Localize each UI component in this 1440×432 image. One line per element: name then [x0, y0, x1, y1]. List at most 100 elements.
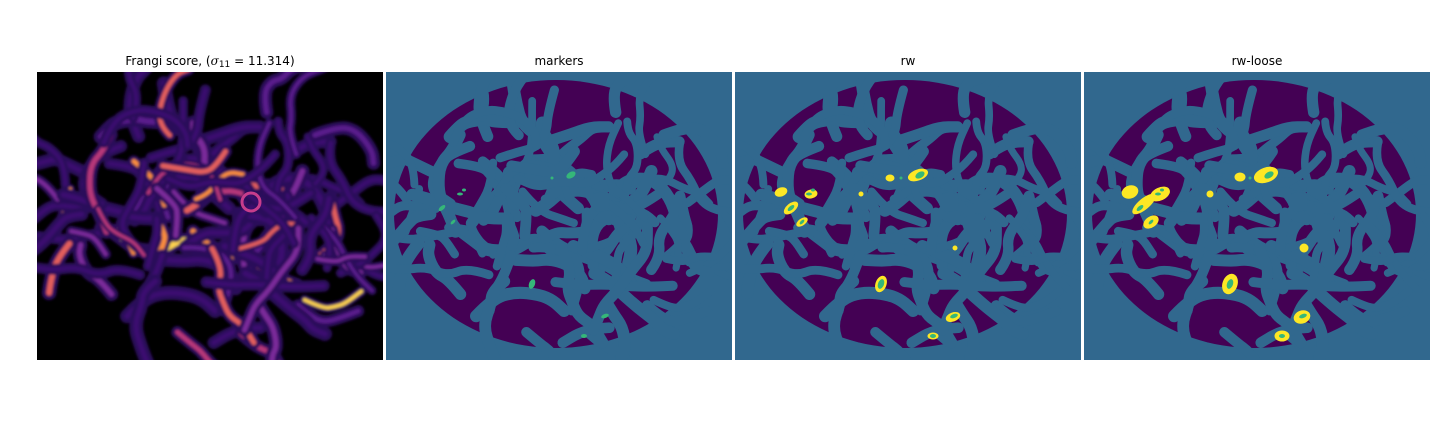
vessel-gap	[603, 119, 649, 222]
vessel-gap	[448, 105, 541, 151]
vessel-gap	[608, 72, 649, 118]
ring-hole	[939, 192, 959, 212]
marker-region	[438, 205, 446, 211]
vessel-gap	[406, 188, 514, 225]
ring-hole	[1288, 192, 1308, 212]
marker-region	[1155, 192, 1161, 196]
rw-image-panel	[735, 72, 1081, 360]
vessel-gap	[386, 208, 437, 255]
vessel-gap	[1204, 145, 1278, 178]
vessel-gap	[1360, 252, 1417, 266]
vessel-core	[272, 119, 291, 209]
marker-region	[1160, 188, 1164, 192]
vessel-gap	[1084, 208, 1135, 255]
vessel-gap	[952, 119, 998, 222]
vessel-core	[171, 189, 227, 225]
vessel-gap	[506, 145, 580, 178]
vessel-core	[246, 192, 296, 246]
vessel-gap	[479, 275, 511, 360]
vessel-gap	[797, 105, 890, 151]
vessel-gap	[1333, 72, 1372, 159]
vessel-gap	[1084, 174, 1110, 204]
vessel-core	[256, 121, 298, 220]
vessel-gap	[1309, 191, 1343, 286]
vessel-gap	[619, 117, 642, 211]
segmented-region	[952, 245, 958, 251]
vessel-gap	[641, 300, 713, 327]
vessel-gap	[735, 136, 768, 189]
panel-title-markers: markers	[534, 54, 584, 68]
segmented-region	[1121, 185, 1139, 199]
vessel-gap	[500, 182, 532, 241]
rw-loose-image	[1084, 72, 1430, 360]
vessel-core	[328, 141, 383, 214]
panel-title-rw-loose: rw-loose	[1231, 54, 1283, 68]
segmented-region	[1234, 172, 1246, 182]
vessel-core	[166, 152, 277, 188]
vessel-gap	[755, 188, 863, 225]
vessel-gap	[735, 174, 761, 204]
vessel-core	[133, 278, 158, 360]
rw-image	[735, 72, 1081, 360]
vessel-core	[312, 125, 377, 166]
marker-region	[1264, 171, 1274, 179]
vessel-gap	[649, 287, 715, 312]
segmented-region	[858, 191, 864, 197]
vessel-core	[242, 225, 301, 333]
vessel-gap	[822, 72, 839, 122]
vessel-gap	[1032, 175, 1081, 208]
vessel-gap	[990, 300, 1062, 327]
marker-region	[899, 176, 903, 180]
vessel-gap	[1317, 117, 1340, 211]
marker-region	[915, 171, 925, 179]
marker-region	[601, 313, 609, 319]
vessel-gap	[592, 209, 638, 270]
vessel-gap	[386, 263, 494, 280]
background-vessel-layer	[1084, 72, 1430, 360]
vessel-core	[37, 139, 68, 187]
marker-region	[799, 219, 805, 225]
marker-region	[1136, 205, 1144, 211]
segmented-region	[1206, 190, 1214, 198]
vessel-gap	[1193, 85, 1257, 163]
marker-region	[1148, 219, 1154, 225]
vessel-gap	[635, 72, 674, 159]
vessel-gap	[662, 252, 719, 266]
markers-image-panel	[386, 72, 732, 360]
vessel-gap	[646, 193, 684, 276]
vessel-gap	[1253, 243, 1307, 349]
vessel-core	[288, 72, 319, 156]
vessel-core	[37, 203, 89, 220]
marker-region	[581, 334, 587, 338]
marker-region	[1226, 279, 1234, 289]
vessel-gap	[1290, 209, 1336, 270]
marker-region	[457, 192, 463, 196]
vessel-gap	[503, 72, 542, 141]
vessel-core	[336, 177, 383, 205]
vessel-gap	[658, 122, 729, 169]
vessel-gap	[555, 243, 609, 349]
vessel-gap	[1301, 119, 1347, 222]
vessel-gap	[386, 200, 441, 223]
vessel-gap	[1177, 275, 1209, 360]
vessel-core	[149, 87, 208, 160]
marker-region	[450, 219, 456, 225]
vessel-gap	[904, 243, 958, 349]
vessel-gap	[1084, 200, 1139, 223]
panel-title-rw: rw	[900, 54, 916, 68]
vessel-core	[302, 289, 364, 310]
vessel-gap	[1007, 122, 1078, 169]
vessel-gap	[1347, 287, 1413, 312]
vessel-gap	[611, 191, 645, 286]
marker-region	[950, 313, 958, 319]
vessel-gap	[764, 226, 808, 259]
marker-region	[1279, 334, 1285, 338]
marker-region	[1299, 313, 1307, 319]
vessel-core	[262, 72, 293, 115]
vessel-gap	[844, 85, 908, 163]
vessel-core	[37, 177, 60, 202]
segmented-region	[885, 174, 895, 182]
panel-title-frangi: Frangi score, (σ11 = 11.314)	[125, 54, 295, 70]
vessel-core	[306, 135, 325, 186]
vessel-gap	[674, 138, 732, 216]
